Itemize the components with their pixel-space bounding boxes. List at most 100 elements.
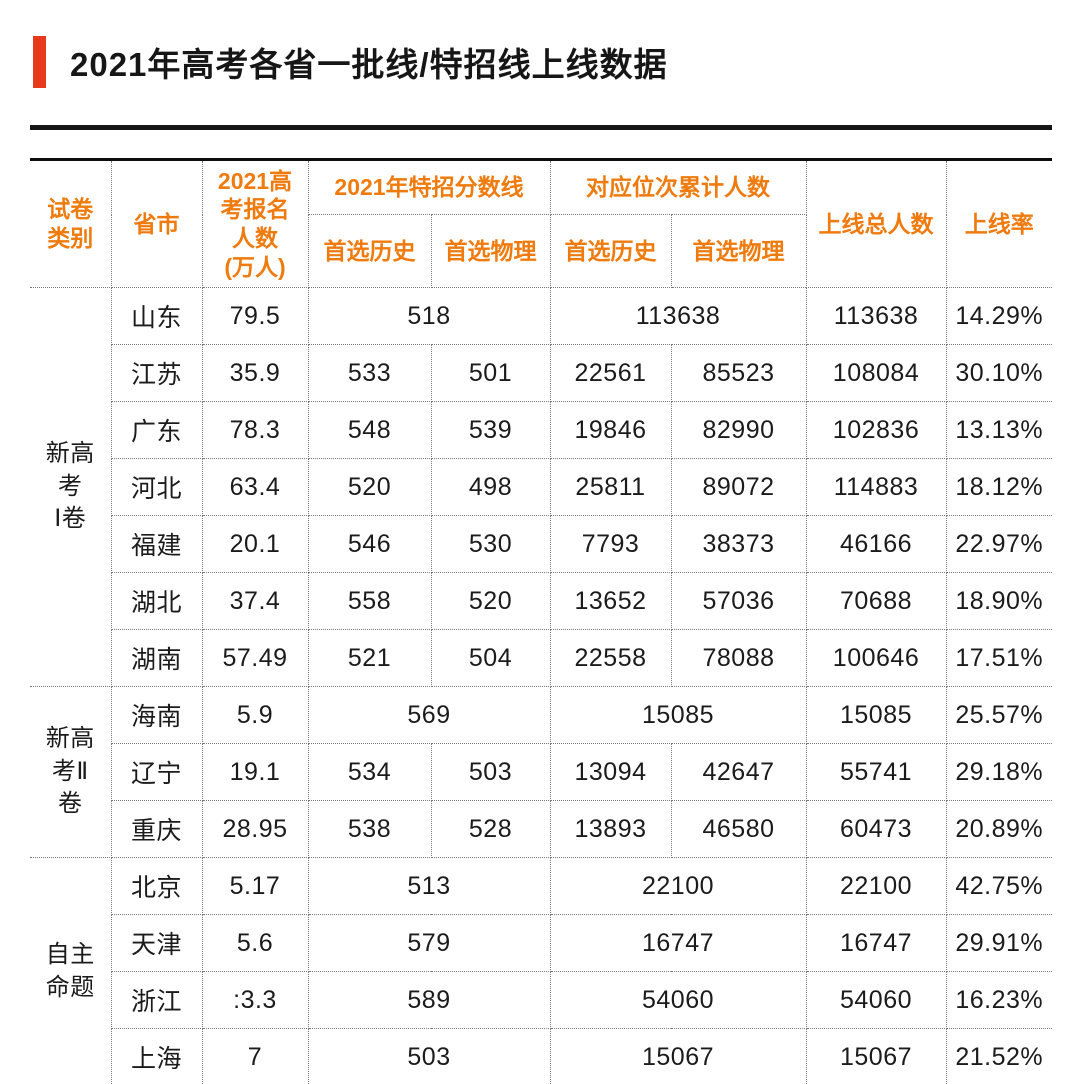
cell-rank-physics: 57036 xyxy=(670,572,807,630)
cell-rate: 42.75% xyxy=(945,857,1053,915)
cell-rank-merged: 54060 xyxy=(549,971,807,1029)
table-body: 新高 考 Ⅰ卷 山东 79.5 518 113638 113638 14.29% 江苏 35.9… xyxy=(30,287,1053,1084)
cell-rate: 29.18% xyxy=(945,743,1053,801)
cell-rank-merged: 22100 xyxy=(549,857,807,915)
cell-rate: 21.52% xyxy=(945,1028,1053,1084)
table-header: 试卷 类别 省市 2021高 考报名 人数 (万人) 2021年特招分数线 对应… xyxy=(30,159,1053,288)
cell-total: 54060 xyxy=(805,971,947,1029)
cell-special-history: 558 xyxy=(307,572,432,630)
cell-rank-physics: 42647 xyxy=(670,743,807,801)
cell-province: 上海 xyxy=(111,1028,203,1084)
cell-rank-merged: 15067 xyxy=(549,1028,807,1084)
subheader-rank-history: 首选历史 xyxy=(549,214,672,288)
cell-province: 福建 xyxy=(111,515,203,573)
subheader-special-history: 首选历史 xyxy=(308,214,432,288)
table-row: 重庆 28.95 538 528 13893 46580 60473 20.89% xyxy=(30,800,1053,858)
table-row: 浙江:3.3 589 54060 54060 16.23% xyxy=(30,971,1053,1029)
cell-registered: 5.9 xyxy=(201,686,309,744)
cell-special-physics: 498 xyxy=(430,458,551,516)
cell-special-physics: 504 xyxy=(430,629,551,687)
title-accent-bar xyxy=(33,36,46,88)
cell-rank-history: 7793 xyxy=(549,515,672,573)
group-label-cell: 自主 命题 xyxy=(30,857,112,1084)
cell-total: 60473 xyxy=(805,800,947,858)
header-special-line: 2021年特招分数线 xyxy=(307,159,551,215)
header-registered: 2021高 考报名 人数 (万人) xyxy=(201,159,309,288)
header-total-online: 上线总人数 xyxy=(805,159,947,288)
page-title: 2021年高考各省一批线/特招线上线数据 xyxy=(70,46,668,83)
header-province: 省市 xyxy=(110,159,203,288)
table-row: 新高 考Ⅱ 卷海南 5.9 569 15085 15085 25.57% xyxy=(30,686,1053,858)
cell-total: 100646 xyxy=(805,629,947,687)
cell-special-physics: 539 xyxy=(430,401,551,459)
cell-special-merged: 518 xyxy=(307,287,551,345)
cell-registered: 20.1 xyxy=(201,515,309,573)
cell-rate: 29.91% xyxy=(945,914,1053,972)
table-row: 自主 命题 北京 5.17 513 22100 22100 42.75% xyxy=(30,857,1053,1084)
cell-special-history: 533 xyxy=(307,344,432,402)
title-divider xyxy=(30,125,1052,130)
cell-province: 河北 xyxy=(111,458,203,516)
cell-registered: 5.17 xyxy=(201,857,309,915)
table-row: 天津 5.6 579 16747 16747 29.91% xyxy=(30,914,1053,972)
cell-rank-physics: 46580 xyxy=(670,800,807,858)
cell-registered: 57.49 xyxy=(201,629,309,687)
cell-registered: 19.1 xyxy=(201,743,309,801)
cell-total: 70688 xyxy=(805,572,947,630)
cell-rank-history: 25811 xyxy=(549,458,672,516)
cell-total: 15085 xyxy=(805,686,947,744)
cell-rate: 13.13% xyxy=(945,401,1053,459)
header-rank-cumulative: 对应位次累计人数 xyxy=(549,159,807,215)
cell-registered: 5.6 xyxy=(201,914,309,972)
cell-province: 湖北 xyxy=(111,572,203,630)
cell-total: 108084 xyxy=(805,344,947,402)
subheader-rank-physics: 首选物理 xyxy=(670,214,807,288)
cell-total: 15067 xyxy=(805,1028,947,1084)
table-row: 江苏 35.9 533 501 22561 85523 108084 30.10% xyxy=(30,344,1053,402)
cell-province: 北京 xyxy=(110,857,203,915)
cell-total: 113638 xyxy=(805,287,947,345)
cell-special-history: 538 xyxy=(307,800,432,858)
cell-special-merged: 503 xyxy=(307,1028,551,1084)
cell-rank-physics: 89072 xyxy=(670,458,807,516)
cell-special-physics: 501 xyxy=(430,344,551,402)
cell-special-merged: 589 xyxy=(307,971,551,1029)
cell-rank-physics: 78088 xyxy=(670,629,807,687)
cell-special-history: 520 xyxy=(307,458,432,516)
cell-special-physics: 530 xyxy=(430,515,551,573)
cell-rate: 14.29% xyxy=(945,287,1053,345)
page-header: 2021年高考各省一批线/特招线上线数据 xyxy=(33,36,1080,88)
cell-province: 湖南 xyxy=(111,629,203,687)
cell-province: 山东 xyxy=(110,287,203,345)
cell-rank-physics: 82990 xyxy=(670,401,807,459)
cell-special-history: 534 xyxy=(307,743,432,801)
table-row: 河北 63.4 520 498 25811 89072 114883 18.12% xyxy=(30,458,1053,516)
cell-rate: 20.89% xyxy=(945,800,1053,858)
cell-rank-merged: 113638 xyxy=(549,287,807,345)
cell-special-history: 548 xyxy=(307,401,432,459)
cell-rate: 16.23% xyxy=(945,971,1053,1029)
table-row: 广东 78.3 548 539 19846 82990 102836 13.13% xyxy=(30,401,1053,459)
cell-registered: 35.9 xyxy=(201,344,309,402)
cell-rank-history: 22561 xyxy=(549,344,672,402)
cell-rate: 30.10% xyxy=(945,344,1053,402)
cell-special-physics: 520 xyxy=(430,572,551,630)
cell-registered: 37.4 xyxy=(201,572,309,630)
header-paper-type: 试卷 类别 xyxy=(30,159,112,288)
cell-special-history: 546 xyxy=(307,515,432,573)
cell-province: 浙江 xyxy=(111,971,203,1029)
cell-special-physics: 528 xyxy=(430,800,551,858)
cell-rate: 17.51% xyxy=(945,629,1053,687)
cell-special-merged: 579 xyxy=(307,914,551,972)
cell-registered: :3.3 xyxy=(201,971,309,1029)
cell-registered: 79.5 xyxy=(201,287,309,345)
table-row: 上海 7 503 15067 15067 21.52% xyxy=(30,1028,1053,1084)
cell-province: 广东 xyxy=(111,401,203,459)
cell-rate: 25.57% xyxy=(945,686,1053,744)
group-label-cell: 新高 考 Ⅰ卷 xyxy=(30,287,112,687)
header-online-rate: 上线率 xyxy=(945,159,1053,288)
cell-registered: 28.95 xyxy=(201,800,309,858)
table-row: 湖南 57.49 521 504 22558 78088 100646 17.51% xyxy=(30,629,1053,687)
cell-rank-history: 13893 xyxy=(549,800,672,858)
